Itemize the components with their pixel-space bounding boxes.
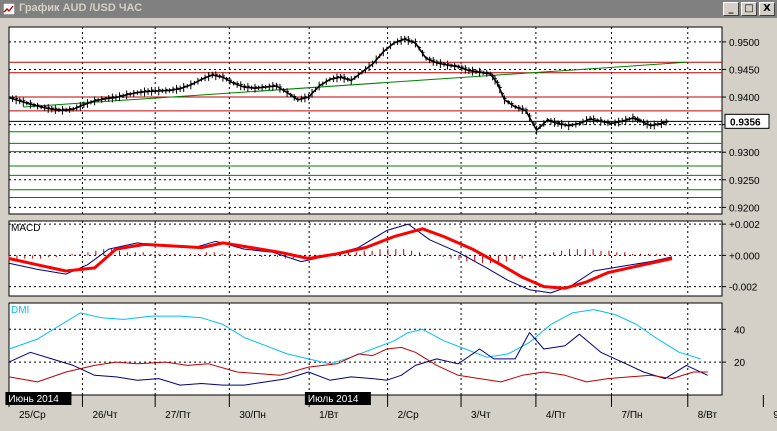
y-tick-label: 0.9450	[729, 65, 760, 76]
y-tick-label: 0.9200	[729, 203, 760, 214]
y-tick-label: 0.9400	[729, 93, 760, 104]
plus-di-line	[8, 332, 708, 386]
chart-app-icon	[3, 3, 15, 15]
month-tag-box	[5, 392, 72, 405]
chart-area[interactable]: 0.95000.94500.94000.93500.93000.92500.92…	[0, 18, 777, 431]
y-tick-label: -0.002	[729, 283, 758, 294]
adx-line	[8, 309, 701, 365]
macd-y-axis: +0.002 +0.000 -0.002	[722, 220, 760, 294]
panel-frame	[8, 26, 723, 215]
dmi-panel	[8, 302, 723, 396]
x-tick-label: 7/Пн	[621, 410, 642, 421]
current-price-box	[724, 113, 770, 129]
x-tick-label: 1/Вт	[319, 410, 339, 421]
minus-di-line	[8, 346, 708, 383]
x-tick-label: 9/Ср	[773, 410, 777, 421]
price-y-axis: 0.95000.94500.94000.93500.93000.92500.92…	[722, 38, 770, 214]
dmi-label: DMI	[11, 305, 29, 316]
y-tick-label: 0.9500	[729, 38, 760, 49]
x-tick-label: 25/Ср	[19, 410, 46, 421]
title-bar[interactable]: График AUD /USD ЧАС _ □ X	[0, 0, 777, 18]
price-series	[8, 35, 669, 135]
x-tick-label: 4/Пт	[546, 410, 567, 421]
month-tag-label: Июнь 2014	[8, 394, 59, 405]
maximize-button[interactable]: □	[741, 2, 757, 16]
macd-panel	[8, 220, 723, 297]
price-close-line	[8, 38, 669, 131]
dmi-grid	[9, 303, 722, 395]
y-tick-label: 0.9300	[729, 148, 760, 159]
x-tick-label: 30/Пн	[239, 410, 266, 421]
window-title: График AUD /USD ЧАС	[19, 2, 143, 14]
panel-frame	[8, 302, 723, 396]
y-tick-label: +0.000	[729, 251, 760, 262]
y-tick-label: 40	[734, 325, 746, 336]
x-tick-label: 2/Ср	[398, 410, 420, 421]
close-button[interactable]: X	[759, 2, 775, 16]
macd-grid	[9, 221, 722, 296]
time-axis: 25/Ср 26/Чт 27/Пт 30/Пн 1/Вт 2/Ср 3/Чт 4/Пт 7/Пн…	[5, 392, 777, 421]
panel-frame	[8, 220, 723, 297]
dmi-y-axis: 40 20	[722, 325, 746, 369]
current-price-label: 0.9356	[730, 117, 761, 128]
y-tick-label: +0.002	[729, 220, 760, 231]
x-tick-label: 27/Пт	[165, 410, 191, 421]
macd-series: MACD	[8, 223, 673, 294]
trend-line	[23, 61, 687, 108]
y-tick-label: 0.9250	[729, 176, 760, 187]
x-tick-label: 26/Чт	[92, 410, 118, 421]
price-panel	[8, 26, 723, 215]
x-tick-label: 3/Чт	[471, 410, 491, 421]
x-tick-label: 8/Вт	[698, 410, 718, 421]
month-tag-box	[304, 392, 371, 405]
dmi-series: DMI	[8, 305, 708, 386]
price-trendline	[23, 61, 687, 108]
minimize-button[interactable]: _	[723, 2, 739, 16]
signal-line	[8, 227, 673, 290]
y-tick-label: 20	[734, 358, 746, 369]
month-tag-label: Июль 2014	[308, 394, 359, 405]
macd-label: MACD	[11, 223, 40, 234]
